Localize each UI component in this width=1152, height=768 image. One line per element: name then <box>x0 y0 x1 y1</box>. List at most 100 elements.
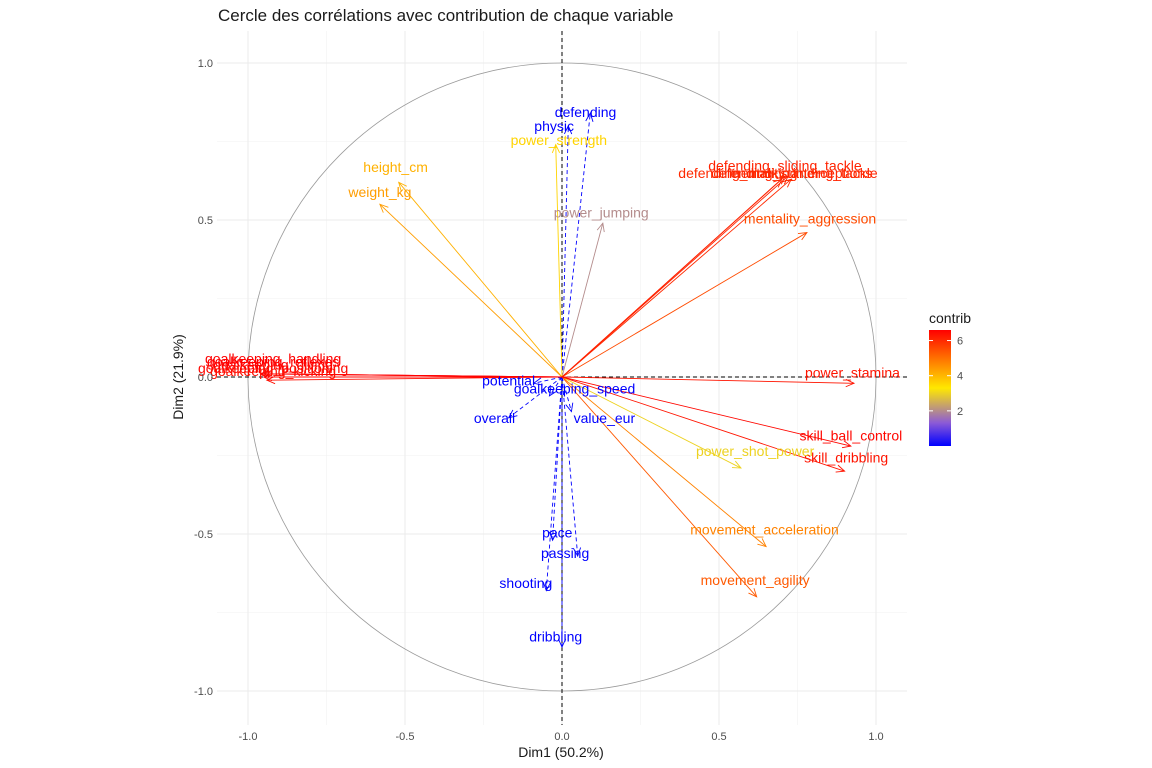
arrow-head <box>548 386 558 397</box>
arrow-head <box>265 375 276 385</box>
y-tick-label: 0.0 <box>198 372 213 384</box>
variable-label: skill_dribbling <box>804 449 888 465</box>
variable-arrow <box>561 376 851 447</box>
chart-title: Cercle des corrélations avec contributio… <box>218 6 674 25</box>
variable-label: defending_standing_tackle <box>711 165 878 181</box>
legend: contrib 2 4 6 <box>929 310 971 446</box>
x-tick-label: 0.0 <box>554 731 569 743</box>
arrow-head <box>398 181 408 192</box>
variable-arrow <box>549 376 563 397</box>
x-axis-title: Dim1 (50.2%) <box>518 744 604 760</box>
variable-label: mentality_aggression <box>744 211 876 227</box>
variable-label: value_eur <box>574 410 636 426</box>
arrow-head <box>841 440 852 449</box>
legend-tick-label: 6 <box>957 336 963 348</box>
variable-arrow <box>266 376 563 381</box>
legend-tick-label: 2 <box>957 406 963 418</box>
variable-label: mentality_interceptions <box>729 165 872 181</box>
variable-label: power_strength <box>511 132 608 148</box>
variable-arrow <box>561 175 789 378</box>
arrow-head <box>845 379 856 388</box>
arrow-head <box>565 402 574 413</box>
arrow-head <box>779 175 789 185</box>
variable-arrow <box>555 144 563 378</box>
arrow-head <box>507 409 518 419</box>
y-tick-label: -0.5 <box>194 529 213 541</box>
y-tick-label: 1.0 <box>198 58 213 70</box>
variable-arrows <box>259 112 856 649</box>
arrow-head <box>757 538 767 548</box>
variable-arrow <box>561 376 845 472</box>
variable-arrow <box>561 232 808 378</box>
variable-label: height_cm <box>363 159 428 175</box>
arrow-head <box>262 372 273 382</box>
variable-arrow <box>561 223 604 378</box>
variable-label: defending_marking <box>678 165 797 181</box>
variable-label: passing <box>541 545 589 561</box>
arrow-head <box>585 112 594 122</box>
arrow-head <box>572 547 582 558</box>
variable-arrow <box>561 376 767 547</box>
arrow-head <box>731 460 742 469</box>
arrow-head <box>596 222 605 233</box>
x-tick-label: 1.0 <box>868 731 883 743</box>
axis-ticks: -1.0 -1.0 -0.5 -0.5 0.0 0.0 0.5 0.5 1.0 1.0 <box>194 58 884 743</box>
legend-title: contrib <box>929 310 971 326</box>
y-tick-label: 0.5 <box>198 215 213 227</box>
variable-arrow <box>561 178 792 378</box>
y-axis-title: Dim2 (21.9%) <box>170 334 186 420</box>
arrow-head <box>551 143 561 154</box>
variable-arrow <box>398 182 563 378</box>
variable-arrow <box>561 125 569 378</box>
y-tick-label: -1.0 <box>194 686 213 698</box>
variable-arrow <box>561 113 591 378</box>
variable-label: potential <box>482 372 535 388</box>
arrow-head <box>379 203 389 213</box>
variable-arrow <box>379 203 563 378</box>
variable-label: goalkeeping_reflexes <box>207 354 339 370</box>
variable-arrow <box>263 373 563 378</box>
arrow-head <box>557 638 567 649</box>
variable-label: goalkeeping_speed <box>514 380 635 396</box>
variable-label: goalkeeping_diving <box>213 357 333 373</box>
legend-tick-label: 4 <box>957 371 963 383</box>
variable-label: movement_acceleration <box>690 522 839 538</box>
variable-arrow <box>561 376 742 469</box>
variable-label: goalkeeping_handling <box>205 350 341 366</box>
variable-label: overall <box>474 410 515 426</box>
variable-label: physic <box>534 118 574 134</box>
variable-label: goalkeeping_positioning <box>198 360 348 376</box>
variable-label: dribbling <box>529 628 582 644</box>
variable-arrow <box>552 376 563 541</box>
arrow-head <box>542 581 551 592</box>
arrow-head <box>797 231 808 241</box>
legend-colorbar <box>929 330 951 446</box>
variable-label: movement_agility <box>701 572 810 588</box>
arrow-head <box>259 369 269 379</box>
arrow-head <box>835 464 846 473</box>
arrow-head <box>548 531 558 542</box>
x-tick-label: -1.0 <box>239 731 258 743</box>
variable-arrow <box>533 376 563 384</box>
arrow-head <box>262 369 273 379</box>
variable-label: skill_ball_control <box>800 427 903 443</box>
variable-arrow <box>561 376 579 557</box>
variable-label: shooting <box>499 575 552 591</box>
arrow-head <box>563 124 573 135</box>
variable-label: power_shot_power <box>696 443 815 459</box>
variable-label: power_stamina <box>805 365 900 381</box>
variable-arrow <box>561 376 758 598</box>
variable-label: weight_kg <box>347 184 411 200</box>
x-tick-label: 0.5 <box>711 731 726 743</box>
variable-arrow <box>545 376 563 591</box>
variable-label: power_jumping <box>554 204 649 220</box>
variable-label: pace <box>542 525 573 541</box>
variable-label: defending <box>555 104 617 120</box>
arrow-head <box>748 588 758 598</box>
variable-arrow <box>561 376 855 384</box>
variable-arrow <box>561 376 572 412</box>
variable-label: defending_sliding_tackle <box>708 157 862 173</box>
arrow-head <box>532 377 543 386</box>
